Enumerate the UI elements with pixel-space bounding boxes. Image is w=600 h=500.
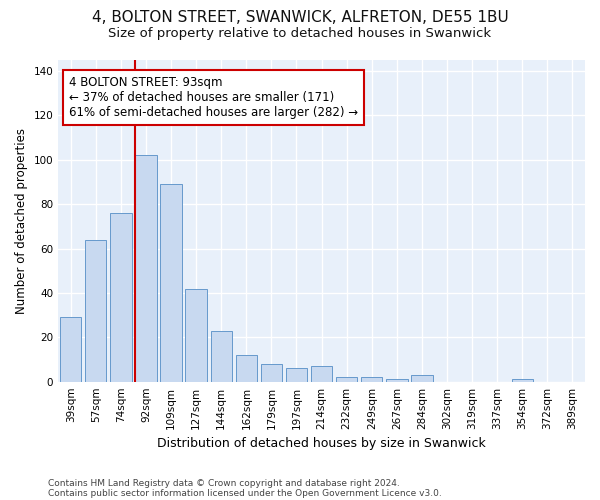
Bar xyxy=(512,380,533,382)
Bar xyxy=(411,375,433,382)
Bar xyxy=(185,288,207,382)
Bar xyxy=(160,184,182,382)
Bar xyxy=(211,330,232,382)
Bar xyxy=(361,377,382,382)
Text: Contains public sector information licensed under the Open Government Licence v3: Contains public sector information licen… xyxy=(48,488,442,498)
Text: 4 BOLTON STREET: 93sqm
← 37% of detached houses are smaller (171)
61% of semi-de: 4 BOLTON STREET: 93sqm ← 37% of detached… xyxy=(69,76,358,119)
Text: 4, BOLTON STREET, SWANWICK, ALFRETON, DE55 1BU: 4, BOLTON STREET, SWANWICK, ALFRETON, DE… xyxy=(92,10,508,25)
Text: Size of property relative to detached houses in Swanwick: Size of property relative to detached ho… xyxy=(109,28,491,40)
Bar xyxy=(110,213,131,382)
Bar xyxy=(261,364,282,382)
X-axis label: Distribution of detached houses by size in Swanwick: Distribution of detached houses by size … xyxy=(157,437,486,450)
Bar xyxy=(60,318,82,382)
Bar xyxy=(336,377,358,382)
Bar xyxy=(311,366,332,382)
Text: Contains HM Land Registry data © Crown copyright and database right 2024.: Contains HM Land Registry data © Crown c… xyxy=(48,478,400,488)
Y-axis label: Number of detached properties: Number of detached properties xyxy=(15,128,28,314)
Bar xyxy=(286,368,307,382)
Bar xyxy=(386,380,407,382)
Bar xyxy=(136,156,157,382)
Bar xyxy=(236,355,257,382)
Bar xyxy=(85,240,106,382)
